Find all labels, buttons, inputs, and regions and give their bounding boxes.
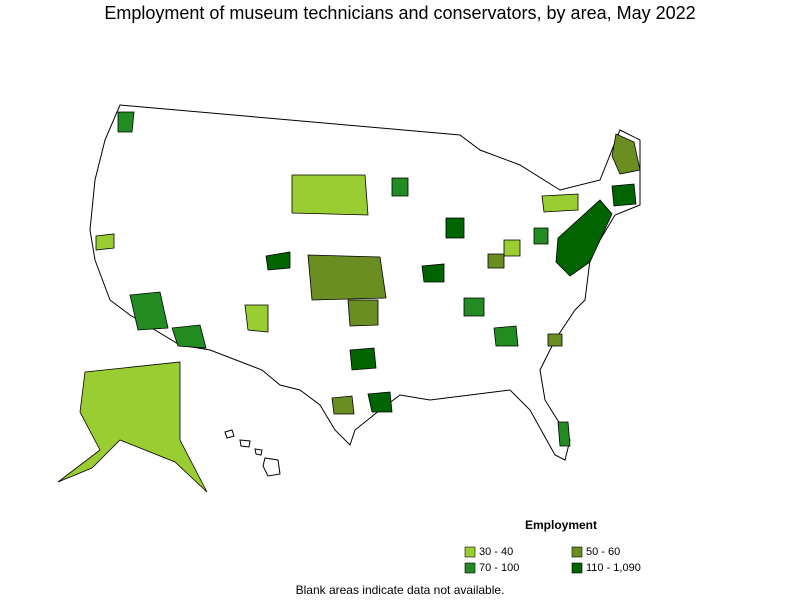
legend-swatch	[571, 562, 583, 574]
shaded-area	[503, 239, 521, 257]
hawaii	[224, 429, 281, 477]
shaded-areas	[95, 111, 641, 447]
shaded-area	[541, 193, 579, 213]
legend: 30 - 40 50 - 60 70 - 100 110 - 1,090	[464, 546, 641, 574]
shaded-area	[291, 174, 369, 216]
shaded-area	[493, 325, 519, 347]
note: Blank areas indicate data not available.	[296, 583, 505, 597]
legend-swatch	[571, 546, 583, 558]
legend-label: 50 - 60	[586, 546, 620, 558]
shaded-area	[117, 111, 135, 133]
map-title: Employment of museum technicians and con…	[104, 3, 695, 23]
shaded-area	[367, 391, 393, 413]
legend-label: 110 - 1,090	[586, 562, 641, 574]
shaded-area	[555, 199, 613, 277]
shaded-area	[445, 217, 465, 239]
shaded-area	[171, 324, 207, 349]
legend-label: 30 - 40	[479, 546, 513, 558]
shaded-area	[307, 254, 387, 301]
shaded-area	[265, 251, 291, 271]
shaded-area	[57, 361, 208, 493]
legend-label: 70 - 100	[479, 562, 519, 574]
shaded-area	[347, 299, 379, 327]
legend-swatch	[464, 546, 476, 558]
shaded-area	[611, 133, 641, 175]
shaded-area	[331, 395, 355, 415]
shaded-area	[129, 291, 169, 331]
shaded-area	[244, 304, 269, 333]
shaded-area	[487, 253, 505, 269]
legend-swatch	[464, 562, 476, 574]
shaded-area	[95, 233, 115, 251]
shaded-area	[421, 263, 445, 283]
shaded-area	[557, 421, 571, 447]
shaded-area	[611, 183, 637, 207]
shaded-area	[349, 347, 377, 371]
shaded-area	[463, 297, 485, 317]
shaded-area	[533, 227, 549, 245]
shaded-area	[547, 333, 563, 347]
legend-title: Employment	[525, 518, 597, 532]
shaded-area	[391, 177, 409, 197]
